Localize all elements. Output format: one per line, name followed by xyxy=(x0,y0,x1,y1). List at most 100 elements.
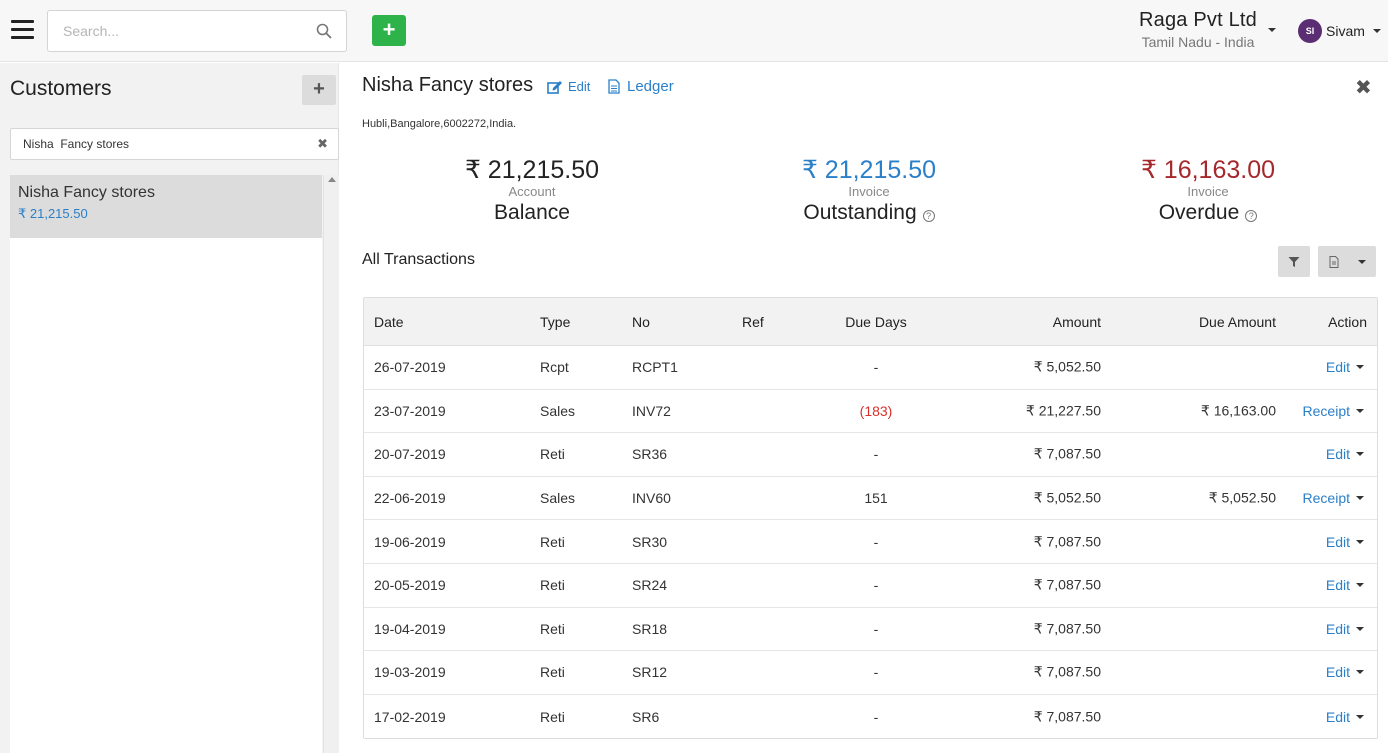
search-icon[interactable] xyxy=(316,23,332,39)
table-row[interactable]: 26-07-2019 Rcpt RCPT1 - ₹ 5,052.50 Edit xyxy=(364,346,1377,390)
row-action-link[interactable]: Receipt xyxy=(1302,490,1350,507)
ledger-link[interactable]: Ledger xyxy=(608,78,674,95)
table-row[interactable]: 19-06-2019 Reti SR30 - ₹ 7,087.50 Edit xyxy=(364,520,1377,564)
col-ref[interactable]: Ref xyxy=(742,313,764,330)
table-header: Date Type No Ref Due Days Amount Due Amo… xyxy=(364,298,1377,346)
col-type[interactable]: Type xyxy=(540,313,571,330)
customers-panel: Customers + ✖ Nisha Fancy stores ₹ 21,21… xyxy=(0,63,339,753)
row-action-caret-icon[interactable] xyxy=(1356,539,1364,544)
stat-value: ₹ 21,215.50 xyxy=(464,156,600,184)
user-menu[interactable]: SI Sivam xyxy=(1298,18,1381,43)
row-action-link[interactable]: Edit xyxy=(1325,620,1350,637)
close-icon[interactable]: ✖ xyxy=(1355,77,1372,99)
stat-label-text: Balance xyxy=(494,201,570,224)
row-action-link[interactable]: Edit xyxy=(1325,359,1350,376)
row-action-link[interactable]: Edit xyxy=(1325,446,1350,463)
scroll-up-icon[interactable] xyxy=(328,177,336,182)
menu-icon[interactable] xyxy=(11,20,34,40)
table-row[interactable]: 20-07-2019 Reti SR36 - ₹ 7,087.50 Edit xyxy=(364,433,1377,477)
row-due-days: (183) xyxy=(859,402,893,419)
global-search[interactable] xyxy=(47,10,347,52)
row-date: 19-04-2019 xyxy=(374,620,446,637)
row-no: SR6 xyxy=(632,708,660,725)
row-date: 22-06-2019 xyxy=(374,490,446,507)
clear-icon[interactable]: ✖ xyxy=(317,136,328,151)
row-date: 20-07-2019 xyxy=(374,446,446,463)
table-row[interactable]: 23-07-2019 Sales INV72 (183) ₹ 21,227.50 ₹ 16… xyxy=(364,390,1377,434)
row-due-days: - xyxy=(873,533,879,550)
list-item[interactable]: Nisha Fancy stores ₹ 21,215.50 xyxy=(10,175,322,238)
row-action-caret-icon[interactable] xyxy=(1356,714,1364,719)
table-row[interactable]: 22-06-2019 Sales INV60 151 ₹ 5,052.50 ₹ 5,052… xyxy=(364,477,1377,521)
row-due-days: - xyxy=(873,359,879,376)
row-action-link[interactable]: Edit xyxy=(1325,577,1350,594)
col-due-days[interactable]: Due Days xyxy=(845,313,907,330)
row-action-caret-icon[interactable] xyxy=(1356,452,1364,457)
row-action-caret-icon[interactable] xyxy=(1356,626,1364,631)
add-customer-button[interactable]: + xyxy=(302,75,336,105)
stat-label-text: Overdue xyxy=(1158,201,1240,224)
help-icon[interactable]: ? xyxy=(922,209,935,222)
scrollbar[interactable] xyxy=(323,175,339,753)
row-action-caret-icon[interactable] xyxy=(1356,670,1364,675)
panel-title: Customers xyxy=(10,77,112,100)
col-no[interactable]: No xyxy=(632,313,650,330)
row-due-days: - xyxy=(873,664,879,681)
row-action-caret-icon[interactable] xyxy=(1356,496,1364,501)
stat-label: Outstanding? xyxy=(759,201,979,225)
row-type: Reti xyxy=(540,620,565,637)
row-type: Rcpt xyxy=(540,359,569,376)
row-action-link[interactable]: Edit xyxy=(1325,664,1350,681)
transactions-title: All Transactions xyxy=(362,251,475,268)
help-icon[interactable]: ? xyxy=(1245,209,1258,222)
stat-outstanding: ₹ 21,215.50 Invoice Outstanding? xyxy=(759,155,979,225)
customer-search-input[interactable] xyxy=(11,129,301,159)
row-action-link[interactable]: Edit xyxy=(1325,533,1350,550)
col-due-amount[interactable]: Due Amount xyxy=(1198,313,1276,330)
top-bar: + Raga Pvt Ltd Tamil Nadu - India SI Siv… xyxy=(0,0,1388,62)
user-caret-icon xyxy=(1372,28,1381,33)
col-action: Action xyxy=(1328,313,1367,330)
company-switcher[interactable]: Raga Pvt Ltd Tamil Nadu - India xyxy=(1132,9,1264,50)
search-input[interactable] xyxy=(48,11,298,51)
row-date: 17-02-2019 xyxy=(374,708,446,725)
stat-overdue: ₹ 16,163.00 Invoice Overdue? xyxy=(1098,155,1318,225)
col-amount[interactable]: Amount xyxy=(1052,313,1101,330)
quick-add-button[interactable]: + xyxy=(372,15,406,46)
customer-list: Nisha Fancy stores ₹ 21,215.50 xyxy=(10,175,322,753)
company-location: Tamil Nadu - India xyxy=(1141,34,1255,50)
stat-sub: Account xyxy=(508,184,556,199)
table-row[interactable]: 19-03-2019 Reti SR12 - ₹ 7,087.50 Edit xyxy=(364,651,1377,695)
company-caret-icon[interactable] xyxy=(1268,28,1276,32)
row-action-link[interactable]: Edit xyxy=(1325,708,1350,725)
caret-down-icon xyxy=(1358,260,1366,264)
row-date: 19-06-2019 xyxy=(374,533,446,550)
table-row[interactable]: 17-02-2019 Reti SR6 - ₹ 7,087.50 Edit xyxy=(364,695,1377,739)
table-row[interactable]: 19-04-2019 Reti SR18 - ₹ 7,087.50 Edit xyxy=(364,608,1377,652)
row-action-caret-icon[interactable] xyxy=(1356,365,1364,370)
stat-label: Overdue? xyxy=(1098,201,1318,225)
edit-customer-link[interactable]: Edit xyxy=(547,79,590,94)
row-action-caret-icon[interactable] xyxy=(1356,408,1364,413)
row-no: INV60 xyxy=(632,490,671,507)
table-row[interactable]: 20-05-2019 Reti SR24 - ₹ 7,087.50 Edit xyxy=(364,564,1377,608)
row-no: SR12 xyxy=(632,664,668,681)
row-action-caret-icon[interactable] xyxy=(1356,583,1364,588)
row-date: 23-07-2019 xyxy=(374,402,446,419)
row-due-days: - xyxy=(873,620,879,637)
col-date[interactable]: Date xyxy=(374,313,404,330)
row-due-days: 151 xyxy=(864,490,888,507)
row-amount: ₹ 7,087.50 xyxy=(1033,663,1101,680)
filter-button[interactable] xyxy=(1278,246,1310,277)
row-type: Reti xyxy=(540,533,565,550)
page-title: Nisha Fancy stores xyxy=(362,74,534,96)
row-no: SR36 xyxy=(632,446,668,463)
row-amount: ₹ 5,052.50 xyxy=(1033,358,1101,375)
row-no: RCPT1 xyxy=(632,359,678,376)
row-due-amount: ₹ 5,052.50 xyxy=(1208,489,1276,506)
row-no: SR30 xyxy=(632,533,668,550)
customer-search[interactable]: ✖ xyxy=(10,128,339,160)
export-button[interactable] xyxy=(1318,246,1376,277)
document-icon xyxy=(608,79,620,94)
row-action-link[interactable]: Receipt xyxy=(1302,402,1350,419)
